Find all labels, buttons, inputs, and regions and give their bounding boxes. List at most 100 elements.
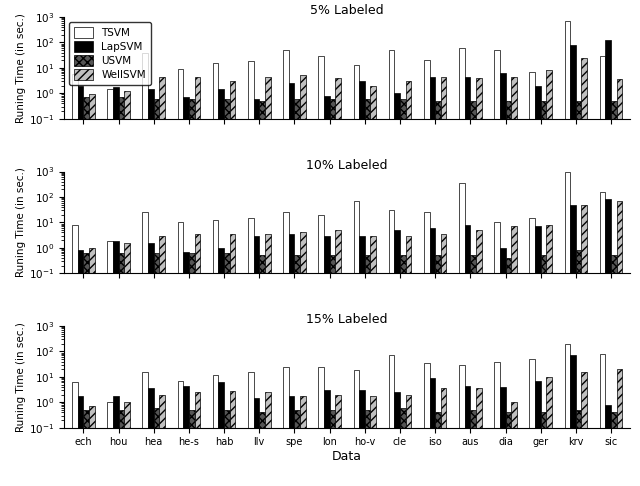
Bar <box>118 410 124 486</box>
Bar <box>429 378 435 486</box>
Bar <box>424 212 429 486</box>
Bar <box>600 354 605 486</box>
Bar <box>617 201 622 486</box>
Bar <box>183 252 189 486</box>
Title: 5% Labeled: 5% Labeled <box>310 4 384 17</box>
Bar <box>353 201 359 486</box>
Bar <box>600 56 605 486</box>
Bar <box>108 89 113 486</box>
Bar <box>500 73 506 486</box>
Bar <box>506 413 511 486</box>
Bar <box>400 99 406 486</box>
Bar <box>600 192 605 486</box>
Bar <box>476 78 481 486</box>
Bar <box>178 69 183 486</box>
Bar <box>72 382 77 486</box>
Bar <box>611 256 617 486</box>
Bar <box>529 72 535 486</box>
Bar <box>77 250 83 486</box>
Bar <box>253 236 259 486</box>
Bar <box>470 101 476 486</box>
Bar <box>506 258 511 486</box>
Bar <box>89 94 95 486</box>
Bar <box>294 410 300 486</box>
Bar <box>388 355 394 486</box>
Bar <box>465 225 470 486</box>
Bar <box>213 375 218 486</box>
Bar <box>159 77 165 486</box>
Bar <box>335 395 341 486</box>
Bar <box>330 410 335 486</box>
Bar <box>72 74 77 486</box>
Bar <box>494 362 500 486</box>
Bar <box>476 388 481 486</box>
Bar <box>617 369 622 486</box>
Bar <box>189 99 195 486</box>
Bar <box>230 81 236 486</box>
Bar <box>459 48 465 486</box>
Bar <box>576 250 582 486</box>
Bar <box>429 77 435 486</box>
Bar <box>365 256 371 486</box>
Bar <box>124 402 130 486</box>
Bar <box>213 220 218 486</box>
Bar <box>224 410 230 486</box>
Bar <box>353 370 359 486</box>
Bar <box>529 218 535 486</box>
Bar <box>365 410 371 486</box>
Bar <box>77 86 83 486</box>
Bar <box>400 256 406 486</box>
Bar <box>605 40 611 486</box>
Bar <box>441 77 447 486</box>
Bar <box>435 413 441 486</box>
Bar <box>259 256 265 486</box>
Bar <box>253 99 259 486</box>
Bar <box>195 77 200 486</box>
Bar <box>371 236 376 486</box>
Title: 10% Labeled: 10% Labeled <box>307 158 388 172</box>
Bar <box>148 243 154 486</box>
Bar <box>424 60 429 486</box>
Bar <box>330 256 335 486</box>
Bar <box>253 398 259 486</box>
Bar <box>89 248 95 486</box>
Bar <box>189 253 195 486</box>
Bar <box>324 96 330 486</box>
Bar <box>183 97 189 486</box>
Bar <box>195 392 200 486</box>
Bar <box>470 410 476 486</box>
Bar <box>330 99 335 486</box>
Bar <box>318 215 324 486</box>
Bar <box>143 212 148 486</box>
Bar <box>406 81 412 486</box>
Bar <box>441 388 447 486</box>
Bar <box>124 243 130 486</box>
Y-axis label: Runing Time (in sec.): Runing Time (in sec.) <box>16 322 26 432</box>
Bar <box>83 410 89 486</box>
Bar <box>113 87 118 486</box>
Bar <box>582 58 587 486</box>
Bar <box>108 241 113 486</box>
Bar <box>371 396 376 486</box>
Bar <box>465 386 470 486</box>
Bar <box>394 93 400 486</box>
Bar <box>324 236 330 486</box>
Bar <box>582 372 587 486</box>
Bar <box>143 372 148 486</box>
Bar <box>406 236 412 486</box>
Bar <box>294 256 300 486</box>
Bar <box>611 101 617 486</box>
Bar <box>259 413 265 486</box>
Bar <box>283 212 289 486</box>
Bar <box>148 388 154 486</box>
Bar <box>154 253 159 486</box>
Bar <box>576 101 582 486</box>
Bar <box>605 199 611 486</box>
Bar <box>294 99 300 486</box>
Bar <box>359 81 365 486</box>
Bar <box>118 97 124 486</box>
Bar <box>324 390 330 486</box>
Y-axis label: Runing Time (in sec.): Runing Time (in sec.) <box>16 13 26 123</box>
Legend: TSVM, LapSVM, USVM, WellSVM: TSVM, LapSVM, USVM, WellSVM <box>69 22 151 86</box>
Bar <box>283 50 289 486</box>
